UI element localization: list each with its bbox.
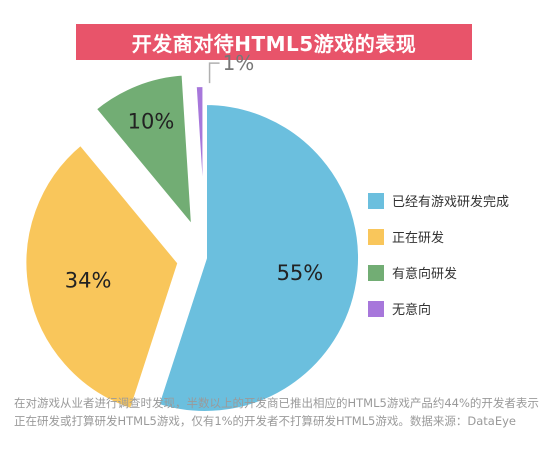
callout-line-no-intent: [208, 62, 220, 84]
legend-label-no-intent: 无意向: [392, 303, 432, 318]
data-label-no-intent: 1%: [223, 51, 255, 75]
legend-swatch-no-intent: [368, 300, 384, 317]
legend-swatch-developing: [368, 228, 384, 245]
footnote-text: 在对游戏从业者进行调查时发现，半数以上的开发商已推出相应的HTML5游戏产品约4…: [14, 396, 539, 428]
legend-item-no-intent: 无意向: [368, 299, 431, 318]
data-label-completed: 55%: [277, 261, 324, 285]
data-label-developing: 34%: [65, 268, 112, 292]
pie-slice-completed: [155, 101, 362, 415]
data-label-intend: 10%: [128, 110, 175, 134]
legend-item-intend: 有意向研发: [368, 263, 457, 282]
legend-swatch-completed: [368, 192, 384, 209]
pie-slice-intend: [92, 71, 196, 231]
legend-label-completed: 已经有游戏研发完成: [392, 195, 510, 210]
legend-item-completed: 已经有游戏研发完成: [368, 191, 509, 210]
pie-slice-developing: [22, 141, 182, 413]
pie-slice-no-intent: [192, 83, 207, 243]
legend-swatch-intend: [368, 264, 384, 281]
chart-title: 开发商对待HTML5游戏的表现: [76, 24, 472, 60]
legend-item-developing: 正在研发: [368, 227, 444, 246]
legend-label-developing: 正在研发: [392, 231, 445, 246]
legend-label-intend: 有意向研发: [392, 267, 458, 282]
